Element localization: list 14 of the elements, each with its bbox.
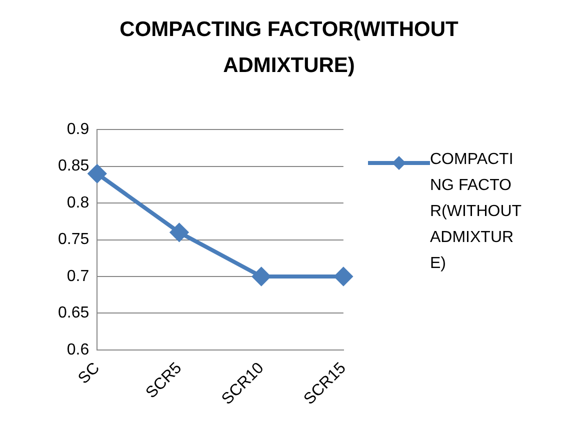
point: [170, 223, 188, 242]
y-tick-label: 0.6: [66, 341, 90, 358]
point: [334, 268, 352, 286]
y-tick-label: 0.9: [66, 121, 90, 138]
x-tick-label: SC: [75, 360, 104, 388]
point: [88, 164, 106, 183]
y-tick-label: 0.85: [58, 158, 90, 175]
point: [252, 268, 270, 286]
y-tick-label: 0.65: [58, 304, 90, 322]
chart-title: COMPACTING FACTOR(WITHOUT ADMIXTURE): [118, 17, 460, 79]
y-tick-label: 0.7: [66, 268, 90, 285]
legend-label: COMPACTING FACTOR(WITHOUT ADMIXTURE): [430, 150, 522, 274]
y-tick-label: 0.8: [66, 194, 90, 212]
y-tick-label: 0.75: [58, 231, 90, 248]
